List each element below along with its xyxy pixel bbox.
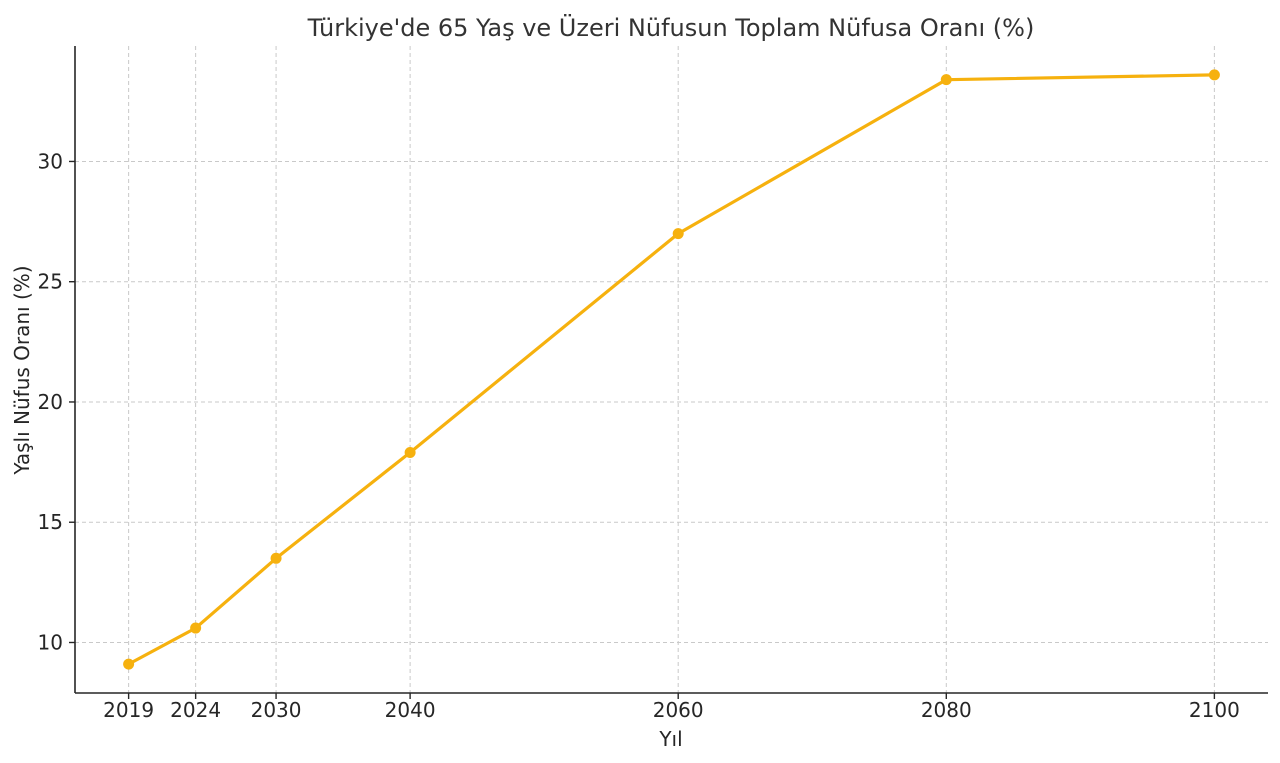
chart-title: Türkiye'de 65 Yaş ve Üzeri Nüfusun Topla… <box>307 13 1035 42</box>
y-axis-label: Yaşlı Nüfus Oranı (%) <box>10 265 34 475</box>
data-point-2024 <box>190 622 202 634</box>
y-tick-label-2: 20 <box>38 390 63 414</box>
x-tick-label-0: 2019 <box>103 698 154 722</box>
y-tick-label-0: 10 <box>38 630 63 654</box>
y-tick-label-4: 30 <box>38 149 63 173</box>
data-point-2040 <box>404 446 416 458</box>
x-axis-ticks: 2019 2024 2030 2040 2060 2080 2100 <box>103 693 1240 722</box>
x-tick-label-1: 2024 <box>170 698 221 722</box>
data-point-2060 <box>672 228 684 240</box>
x-axis-label: Yıl <box>658 727 682 751</box>
series-points <box>123 69 1220 670</box>
y-tick-label-3: 25 <box>38 270 63 294</box>
data-point-2100 <box>1208 69 1220 81</box>
x-tick-label-2: 2030 <box>251 698 302 722</box>
grid <box>75 46 1268 693</box>
data-point-2030 <box>270 552 282 564</box>
x-tick-label-5: 2080 <box>921 698 972 722</box>
y-axis-ticks: 10 15 20 25 30 <box>38 149 75 654</box>
x-tick-label-3: 2040 <box>385 698 436 722</box>
y-tick-label-1: 15 <box>38 510 63 534</box>
data-point-2019 <box>123 658 135 670</box>
x-tick-label-4: 2060 <box>653 698 704 722</box>
series-line <box>127 73 1216 666</box>
data-point-2080 <box>940 74 952 86</box>
x-tick-label-6: 2100 <box>1189 698 1240 722</box>
